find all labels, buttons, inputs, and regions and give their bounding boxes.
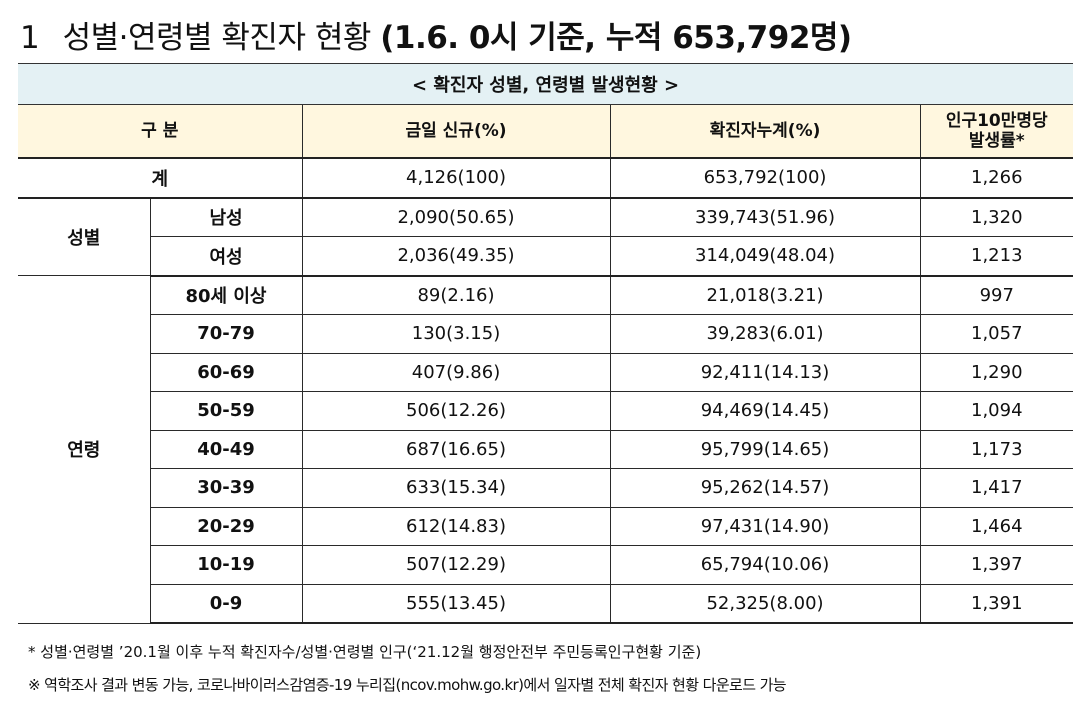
total-rate: 1,266: [919, 157, 1074, 199]
total-cum: 653,792(100): [609, 157, 921, 199]
title-main: 성별·연령별 확진자 현황: [62, 20, 372, 56]
age-cumulative-cell: 52,325(8.00): [609, 583, 921, 624]
age-new-cases-cell: 612(14.83): [301, 506, 611, 546]
sex-cumulative-cell: 339,743(51.96): [609, 197, 921, 237]
age-rate-cell: 1,397: [919, 545, 1074, 585]
age-cumulative-cell: 65,794(10.06): [609, 545, 921, 585]
age-group-label: 연령: [18, 275, 151, 624]
age-cumulative-cell: 95,262(14.57): [609, 468, 921, 508]
age-new-cases-cell: 89(2.16): [301, 275, 611, 315]
age-rate-cell: 1,057: [919, 314, 1074, 354]
age-cumulative-cell: 92,411(14.13): [609, 352, 921, 392]
age-new-cases-cell: 130(3.15): [301, 314, 611, 354]
footnote-1: * 성별·연령별 ’20.1월 이후 누적 확진자수/성별·연령별 인구(‘21…: [28, 643, 702, 661]
total-row: 계 4,126(100) 653,792(100) 1,266: [18, 157, 1074, 199]
age-cumulative-cell: 39,283(6.01): [609, 314, 921, 354]
age-row-label: 30-39: [150, 468, 303, 508]
header-rate-line2: 발생률*: [968, 131, 1025, 151]
age-new-cases-cell: 407(9.86): [301, 352, 611, 392]
age-new-cases-cell: 633(15.34): [301, 468, 611, 508]
age-rate-cell: 1,464: [919, 506, 1074, 546]
age-row-label: 40-49: [150, 429, 303, 469]
age-row: 30-39 633(15.34) 95,262(14.57) 1,417: [18, 468, 1074, 508]
age-row: 40-49 687(16.65) 95,799(14.65) 1,173: [18, 429, 1074, 469]
header-category: 구 분: [18, 104, 303, 159]
age-rate-cell: 1,290: [919, 352, 1074, 392]
page-title: 1 성별·연령별 확진자 현황 (1.6. 0시 기준, 누적 653,792명…: [20, 12, 852, 57]
age-row-label: 0-9: [150, 583, 303, 624]
age-row: 50-59 506(12.26) 94,469(14.45) 1,094: [18, 391, 1074, 431]
age-row-label: 20-29: [150, 506, 303, 546]
table-header-row: 구 분 금일 신규(%) 확진자누계(%) 인구10만명당 발생률*: [18, 104, 1074, 159]
age-rate-cell: 1,173: [919, 429, 1074, 469]
age-row-label: 70-79: [150, 314, 303, 354]
sex-rate-cell: 1,213: [919, 236, 1074, 277]
age-row: 70-79 130(3.15) 39,283(6.01) 1,057: [18, 314, 1074, 354]
sex-row-label: 여성: [150, 236, 303, 277]
sex-new-cases-cell: 2,036(49.35): [301, 236, 611, 277]
age-row-label: 10-19: [150, 545, 303, 585]
age-cumulative-cell: 97,431(14.90): [609, 506, 921, 546]
cases-table: < 확진자 성별, 연령별 발생현황 > 구 분 금일 신규(%) 확진자누계(…: [18, 63, 1074, 624]
age-new-cases-cell: 687(16.65): [301, 429, 611, 469]
age-row: 0-9 555(13.45) 52,325(8.00) 1,391: [18, 583, 1074, 624]
age-row: 10-19 507(12.29) 65,794(10.06) 1,397: [18, 545, 1074, 585]
title-detail: (1.6. 0시 기준, 누적 653,792명): [380, 20, 852, 56]
sex-row: 성별 남성 2,090(50.65) 339,743(51.96) 1,320: [18, 197, 1074, 276]
age-new-cases-cell: 507(12.29): [301, 545, 611, 585]
age-cumulative-cell: 95,799(14.65): [609, 429, 921, 469]
age-rate-cell: 1,417: [919, 468, 1074, 508]
age-cumulative-cell: 94,469(14.45): [609, 391, 921, 431]
age-rate-cell: 1,391: [919, 583, 1074, 624]
total-label: 계: [18, 157, 303, 199]
header-rate-line1: 인구10만명당: [945, 110, 1048, 131]
section-number: 1: [20, 20, 40, 56]
sex-group-label: 성별: [18, 197, 151, 276]
table-caption: < 확진자 성별, 연령별 발생현황 >: [18, 63, 1074, 105]
age-rate-cell: 1,094: [919, 391, 1074, 431]
footnote-2: ※ 역학조사 결과 변동 가능, 코로나바이러스감염증-19 누리집(ncov.…: [28, 676, 787, 694]
age-new-cases-cell: 506(12.26): [301, 391, 611, 431]
age-rate-cell: 997: [919, 275, 1074, 315]
sex-row: 여성 2,036(49.35) 314,049(48.04) 1,213: [18, 236, 1074, 277]
age-row-label: 50-59: [150, 391, 303, 431]
age-new-cases-cell: 555(13.45): [301, 583, 611, 624]
total-new: 4,126(100): [301, 157, 611, 199]
sex-row-label: 남성: [149, 197, 303, 237]
sex-cumulative-cell: 314,049(48.04): [609, 236, 921, 277]
age-cumulative-cell: 21,018(3.21): [609, 275, 921, 315]
table-caption-row: < 확진자 성별, 연령별 발생현황 >: [18, 63, 1074, 105]
header-rate: 인구10만명당 발생률*: [919, 104, 1074, 159]
age-row-label: 80세 이상: [149, 275, 303, 315]
header-new-cases: 금일 신규(%): [301, 104, 611, 159]
sex-new-cases-cell: 2,090(50.65): [301, 197, 611, 237]
age-row-label: 60-69: [150, 352, 303, 392]
age-row: 60-69 407(9.86) 92,411(14.13) 1,290: [18, 352, 1074, 392]
age-row: 20-29 612(14.83) 97,431(14.90) 1,464: [18, 506, 1074, 546]
age-row: 연령 80세 이상 89(2.16) 21,018(3.21) 997: [18, 275, 1074, 624]
sex-rate-cell: 1,320: [919, 197, 1074, 237]
header-cumulative: 확진자누계(%): [609, 104, 921, 159]
